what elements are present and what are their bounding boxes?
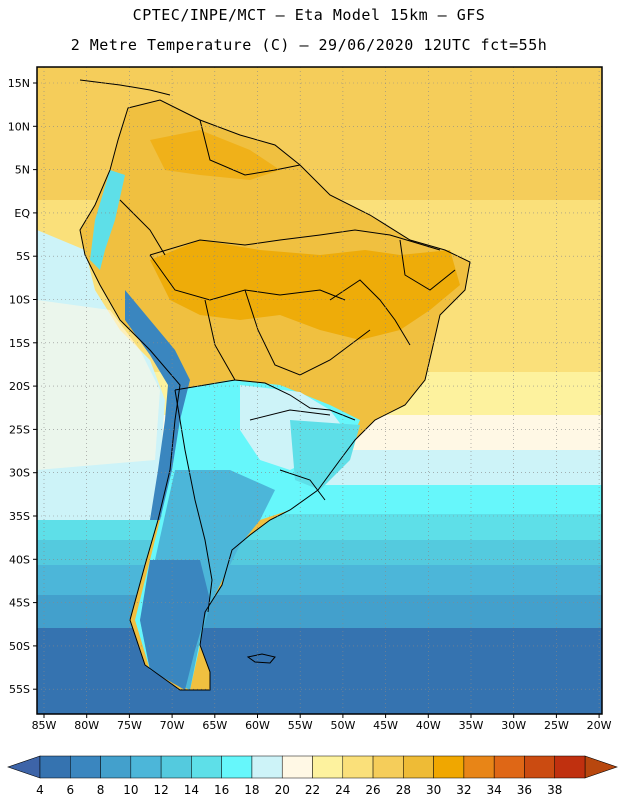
colorbar-label: 14: [184, 783, 199, 797]
lon-label: 65W: [202, 719, 227, 732]
lat-label: 15S: [9, 337, 30, 350]
lat-label: 30S: [9, 467, 30, 480]
lat-label: 45S: [9, 597, 30, 610]
colorbar-swatch: [221, 755, 253, 779]
colorbar-swatch: [191, 755, 222, 779]
colorbar-swatch: [463, 755, 495, 779]
colorbar-label: 34: [487, 783, 502, 797]
lat-label: 50S: [9, 640, 30, 653]
lon-label: 30W: [501, 719, 526, 732]
lon-label: 80W: [74, 719, 99, 732]
amazon-hot: [150, 240, 460, 340]
colorbar-label: 16: [214, 783, 229, 797]
lat-label: 35S: [9, 510, 30, 523]
band-10-12: [37, 565, 602, 600]
colorbar-swatch: [403, 755, 434, 779]
colorbar-swatch: [493, 755, 525, 779]
colorbar-label: 32: [456, 783, 471, 797]
colorbar-swatch: [372, 755, 404, 779]
lat-label: 55S: [9, 683, 30, 696]
falkland-islands: [246, 653, 276, 664]
colorbar-swatch: [554, 755, 586, 779]
colorbar-label: 8: [97, 783, 105, 797]
lat-label: 10S: [9, 294, 30, 307]
title-line-2: 2 Metre Temperature (C) – 29/06/2020 12U…: [70, 36, 548, 54]
lat-label: 20S: [9, 380, 30, 393]
colorbar-label: 20: [275, 783, 290, 797]
lat-label: 10N: [8, 120, 30, 133]
caribbean-coast: [79, 79, 171, 96]
colorbar-label: 10: [123, 783, 138, 797]
colorbar-swatch: [100, 755, 132, 779]
lon-label: 55W: [288, 719, 313, 732]
lon-label: 70W: [160, 719, 185, 732]
title-line-1: CPTEC/INPE/MCT – Eta Model 15km – GFS: [132, 6, 486, 24]
lon-label: 85W: [32, 719, 57, 732]
lat-label: 5S: [16, 250, 30, 263]
colorbar-swatch: [251, 755, 283, 779]
colorbar-label: 18: [244, 783, 259, 797]
colorbar-swatch: [342, 755, 374, 779]
lon-label: 25W: [544, 719, 569, 732]
colorbar-swatch: [39, 755, 71, 779]
lon-label: 20W: [587, 719, 612, 732]
colorbar-swatch: [70, 755, 101, 779]
colorbar-swatch: [281, 755, 313, 779]
colorbar-max-arrow: [584, 755, 618, 779]
colorbar-label: 28: [396, 783, 411, 797]
lon-label: 50W: [330, 719, 355, 732]
andes-south-cold: [140, 560, 210, 690]
colorbar-swatch: [524, 755, 555, 779]
temperature-field: [37, 67, 602, 714]
andes-north-ridge: [90, 170, 125, 270]
colorbar-label: 12: [153, 783, 168, 797]
lat-label: 40S: [9, 553, 30, 566]
lon-label: 75W: [117, 719, 142, 732]
colorbar: 4 6 8 10 12 14 16 18 20 22 24 26 28 30 32 34 36 38: [7, 755, 618, 797]
colorbar-label: 24: [335, 783, 350, 797]
map-frame: [36, 66, 603, 715]
colorbar-swatch: [312, 755, 344, 779]
colorbar-label: 6: [66, 783, 74, 797]
lat-label: EQ: [14, 207, 30, 220]
colorbar-swatch: [160, 755, 192, 779]
colorbar-label: 30: [426, 783, 441, 797]
lat-label: 5N: [15, 164, 30, 177]
borders: [79, 99, 471, 691]
lat-label: 15N: [8, 77, 30, 90]
latitude-axis: 15N 10N 5N EQ 5S 10S 15S 20S 25S 30S 35S 40S 45S 50S 5…: [8, 77, 37, 696]
colorbar-min-arrow: [7, 755, 41, 779]
colorbar-label: 38: [547, 783, 562, 797]
colorbar-swatch: [130, 755, 162, 779]
colorbar-swatch: [433, 755, 465, 779]
colorbar-label: 4: [36, 783, 44, 797]
lat-label: 25S: [9, 423, 30, 436]
band-4-8: [37, 628, 602, 714]
southern-brazil-cool: [290, 420, 360, 490]
colorbar-label: 22: [305, 783, 320, 797]
lon-label: 45W: [373, 719, 398, 732]
colorbar-label: 36: [517, 783, 532, 797]
lon-label: 40W: [416, 719, 441, 732]
colorbar-label: 26: [365, 783, 380, 797]
lon-label: 35W: [459, 719, 484, 732]
longitude-axis: 85W 80W 75W 70W 65W 60W 55W 50W 45W 40W 35W 30W 25W 2…: [32, 714, 612, 732]
lon-label: 60W: [245, 719, 270, 732]
